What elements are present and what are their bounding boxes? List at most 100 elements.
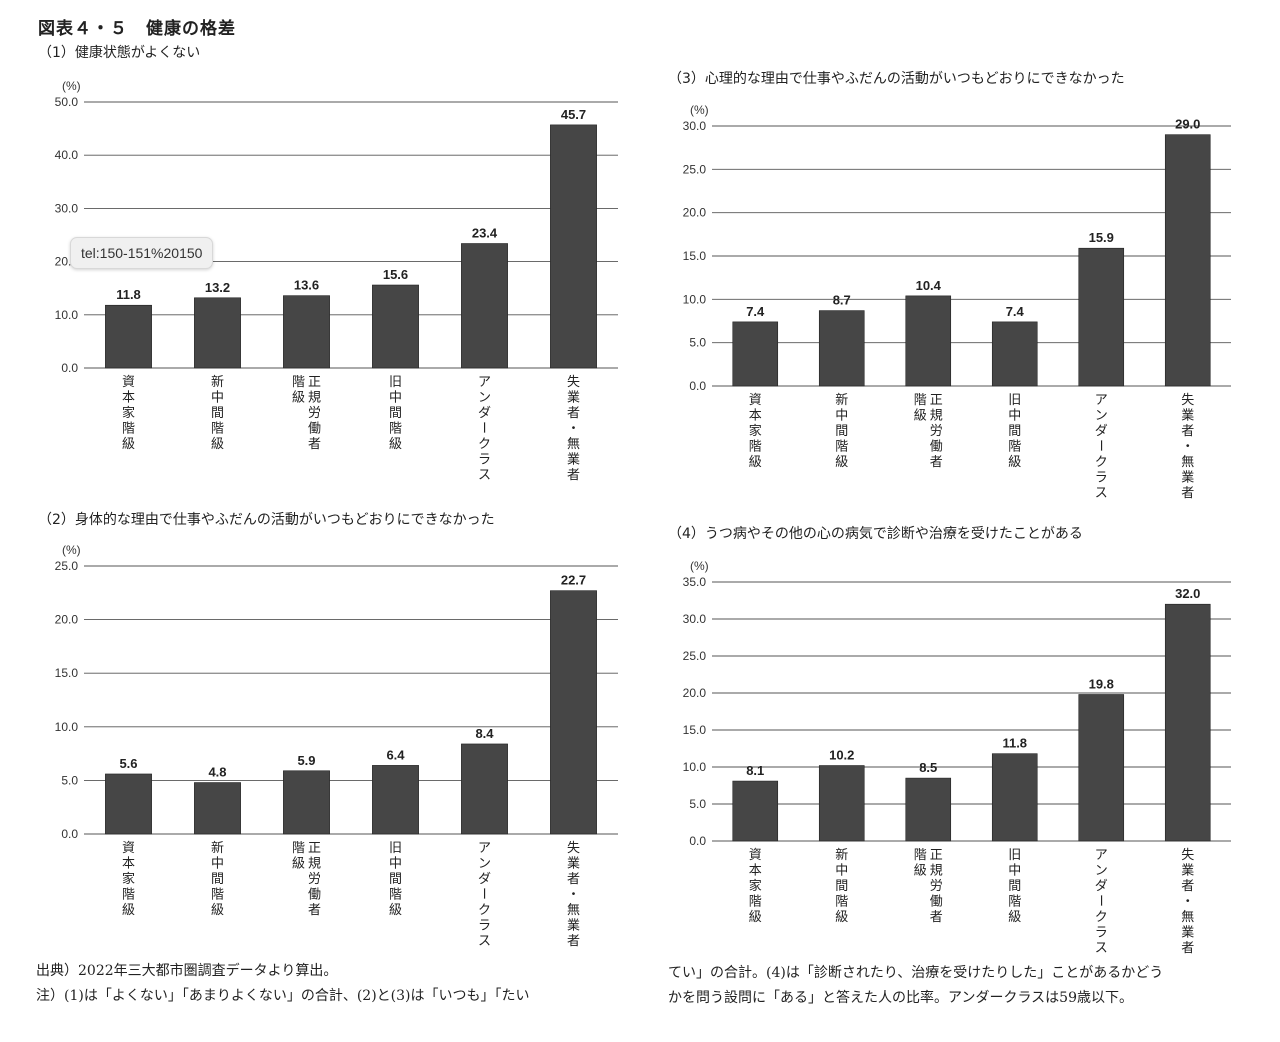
svg-text:ラ: ラ: [478, 453, 491, 468]
bar: [550, 124, 597, 369]
y-tick-label: 5.0: [689, 797, 706, 811]
data-label: 32.0: [1175, 586, 1200, 601]
svg-text:旧: 旧: [1008, 848, 1021, 863]
svg-text:家: 家: [122, 871, 135, 887]
svg-text:間: 間: [835, 879, 848, 894]
svg-text:働: 働: [308, 422, 321, 437]
svg-text:間: 間: [211, 406, 224, 421]
svg-text:間: 間: [1008, 879, 1021, 894]
svg-text:業: 業: [1181, 863, 1194, 879]
x-category-label: 失業者・無業者: [1181, 848, 1194, 956]
svg-text:規: 規: [308, 391, 321, 406]
svg-text:者: 者: [567, 934, 580, 949]
x-category-label: アンダークラス: [476, 375, 492, 483]
svg-text:労: 労: [930, 879, 943, 894]
svg-text:失: 失: [1181, 393, 1194, 408]
x-category-label: アンダークラス: [1092, 393, 1108, 501]
bar: [105, 773, 152, 835]
y-tick-label: 25.0: [683, 162, 707, 176]
data-label: 11.8: [1002, 736, 1027, 751]
svg-text:労: 労: [308, 872, 321, 887]
note-line-3: かを問う設問に「ある」と答えた人の比率。アンダークラスは59歳以下。: [668, 990, 1133, 1006]
data-label: 15.9: [1089, 230, 1114, 245]
y-tick-label: 20.0: [55, 613, 79, 627]
bar: [732, 321, 779, 387]
svg-text:業: 業: [567, 390, 580, 406]
y-tick-label: 15.0: [683, 723, 707, 737]
data-label: 23.4: [472, 226, 498, 241]
svg-text:階: 階: [914, 393, 927, 408]
chart-4-mental-illness: (%)0.05.010.015.020.025.030.035.08.1資本家階…: [683, 559, 1231, 956]
svg-text:ク: ク: [1095, 455, 1108, 470]
y-tick-label: 20.0: [683, 686, 707, 700]
svg-text:新: 新: [835, 392, 848, 408]
svg-text:失: 失: [567, 841, 580, 856]
svg-text:級: 級: [211, 903, 224, 918]
svg-text:級: 級: [292, 391, 305, 406]
svg-text:間: 間: [211, 872, 224, 887]
svg-text:ダ: ダ: [478, 406, 491, 421]
svg-text:級: 級: [1008, 910, 1021, 925]
bar: [732, 780, 779, 842]
y-tick-label: 10.0: [55, 720, 79, 734]
bar: [194, 782, 241, 835]
svg-text:ー: ー: [1092, 894, 1107, 907]
svg-text:ン: ン: [1095, 409, 1108, 424]
svg-text:ン: ン: [478, 391, 491, 406]
svg-text:階: 階: [389, 422, 402, 437]
data-label: 11.8: [116, 287, 141, 302]
svg-text:・: ・: [567, 888, 580, 903]
bar: [1078, 247, 1125, 387]
y-tick-label: 20.0: [683, 206, 707, 220]
svg-text:階: 階: [292, 375, 305, 390]
svg-text:ラ: ラ: [1095, 471, 1108, 486]
svg-text:業: 業: [567, 918, 580, 934]
bar: [905, 295, 952, 387]
svg-text:級: 級: [914, 409, 927, 424]
data-label: 13.2: [205, 280, 230, 295]
note-line-2: てい」の合計。(4)は「診断されたり、治療を受けたりした」ことがあるかどう: [668, 965, 1164, 981]
svg-text:中: 中: [835, 864, 848, 879]
svg-text:中: 中: [211, 391, 224, 406]
y-tick-label: 10.0: [683, 760, 707, 774]
bar: [905, 777, 952, 842]
data-label: 8.5: [919, 760, 937, 775]
svg-text:ー: ー: [476, 421, 491, 434]
svg-text:級: 級: [389, 903, 402, 918]
svg-text:ク: ク: [478, 903, 491, 918]
svg-text:ス: ス: [478, 468, 491, 483]
svg-text:者: 者: [930, 910, 943, 925]
svg-text:者: 者: [308, 437, 321, 452]
svg-text:階: 階: [211, 888, 224, 903]
svg-text:間: 間: [389, 406, 402, 421]
svg-text:本: 本: [122, 857, 135, 872]
svg-text:無: 無: [567, 903, 580, 918]
y-tick-label: 5.0: [689, 336, 706, 350]
svg-text:新: 新: [211, 374, 224, 390]
svg-text:者: 者: [308, 903, 321, 918]
y-tick-label: 25.0: [55, 559, 79, 573]
svg-text:ー: ー: [476, 887, 491, 900]
svg-text:ア: ア: [478, 841, 491, 856]
bar: [283, 770, 330, 835]
svg-text:・: ・: [1181, 895, 1194, 910]
data-label: 45.7: [561, 107, 586, 122]
svg-text:中: 中: [389, 857, 402, 872]
svg-text:資: 資: [122, 841, 135, 856]
svg-text:級: 級: [749, 455, 762, 470]
svg-text:・: ・: [567, 422, 580, 437]
svg-text:者: 者: [930, 455, 943, 470]
bar: [372, 765, 419, 835]
svg-text:規: 規: [930, 409, 943, 424]
svg-text:ー: ー: [1092, 439, 1107, 452]
svg-text:家: 家: [749, 878, 762, 894]
svg-text:ン: ン: [478, 857, 491, 872]
svg-text:ア: ア: [1095, 848, 1108, 863]
svg-text:規: 規: [308, 857, 321, 872]
